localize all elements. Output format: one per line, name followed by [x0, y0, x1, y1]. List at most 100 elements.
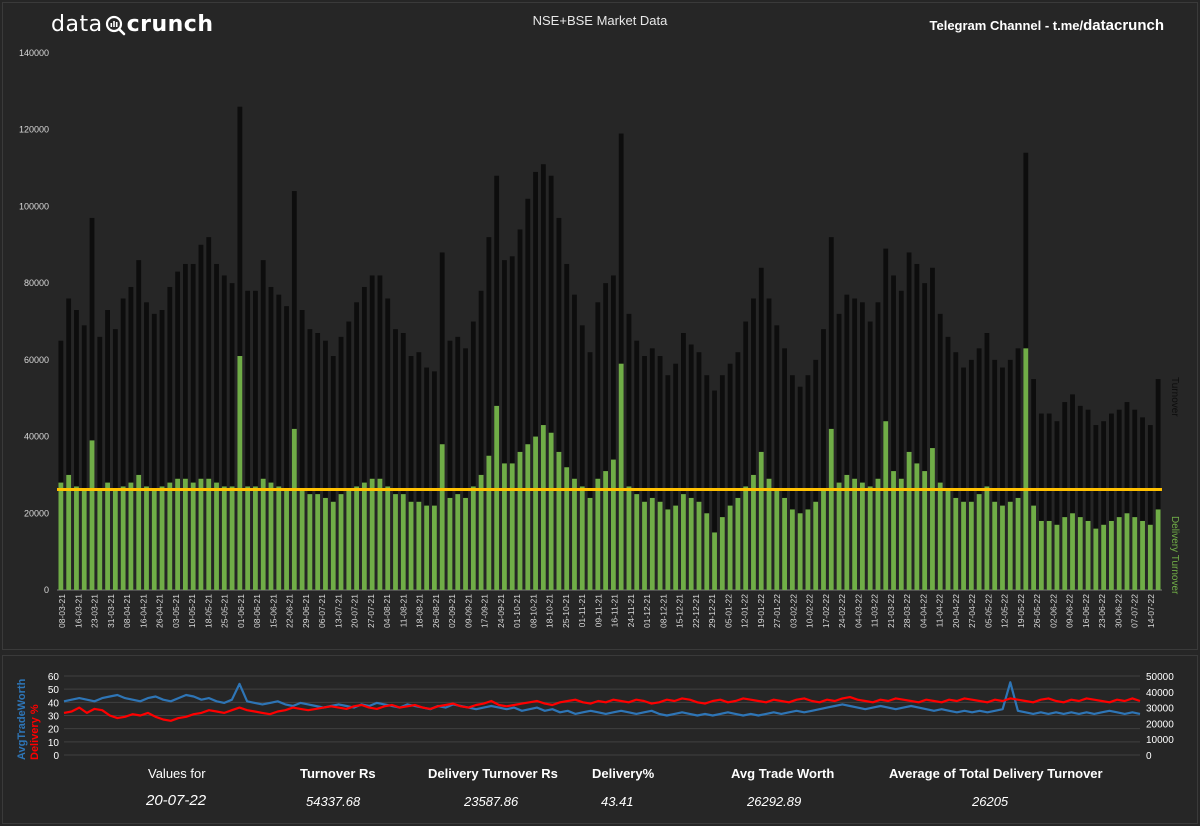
turnover-bar — [805, 375, 811, 590]
delivery-turnover-bar — [727, 505, 733, 590]
turnover-bar — [1054, 421, 1060, 590]
x-tick-label: 15-12-21 — [675, 594, 685, 628]
delivery-turnover-bar — [136, 474, 142, 590]
stat-label-avg-delivery-turnover: Average of Total Delivery Turnover — [889, 766, 1103, 781]
x-tick-label: 18-05-21 — [203, 594, 213, 628]
turnover-bar — [89, 217, 95, 590]
delivery-turnover-bar — [961, 501, 966, 590]
turnover-bar — [486, 237, 492, 591]
turnover-bar — [743, 321, 749, 590]
delivery-turnover-bar — [968, 501, 974, 590]
delivery-turnover-bar — [354, 486, 359, 590]
delivery-turnover-bar — [688, 497, 694, 590]
x-tick-label: 13-07-21 — [333, 594, 343, 628]
turnover-bar — [696, 352, 702, 590]
delivery-turnover-bar — [494, 405, 500, 590]
turnover-bar — [1038, 413, 1044, 590]
delivery-turnover-bar — [268, 482, 274, 590]
turnover-bar — [439, 252, 445, 590]
delivery-turnover-bar — [766, 478, 772, 590]
values-for-label: Values for — [148, 766, 206, 781]
turnover-bar — [610, 275, 616, 590]
x-tick-label: 19-01-22 — [756, 594, 766, 628]
delivery-turnover-bar — [937, 482, 943, 590]
delivery-turnover-bar — [898, 478, 904, 590]
delivery-turnover-bar — [128, 482, 134, 590]
x-tick-label: 24-02-22 — [837, 594, 847, 628]
x-tick-label: 19-05-22 — [1016, 594, 1026, 628]
delivery-turnover-bar — [486, 455, 492, 590]
delivery-turnover-bar — [463, 497, 468, 590]
telegram-prefix: Telegram Channel - t.me/ — [929, 18, 1084, 33]
turnover-bar — [81, 325, 87, 590]
turnover-bar — [260, 260, 266, 590]
turnover-bar — [206, 237, 212, 591]
delivery-turnover-bar — [836, 482, 842, 590]
delivery-turnover-bar — [953, 497, 959, 590]
delivery-turnover-bar — [167, 482, 173, 590]
delivery-turnover-bar — [1116, 517, 1122, 590]
delivery-turnover-bar — [284, 490, 289, 590]
turnover-bar — [789, 375, 795, 590]
delivery-turnover-bar — [852, 478, 858, 590]
x-tick-label: 08-10-21 — [528, 594, 538, 628]
delivery-turnover-bar — [307, 494, 313, 590]
delivery-turnover-bar — [782, 497, 787, 590]
delivery-turnover-bar — [579, 486, 585, 590]
turnover-bar — [229, 283, 235, 590]
turnover-bar — [572, 294, 577, 590]
delivery-turnover-bar — [564, 467, 570, 590]
delivery-turnover-bar — [1085, 520, 1091, 590]
delivery-turnover-bar — [945, 490, 951, 590]
turnover-bar — [66, 298, 72, 590]
x-tick-label: 30-06-22 — [1113, 594, 1123, 628]
y-tick-label: 140000 — [19, 48, 49, 58]
turnover-bar — [828, 237, 834, 591]
x-tick-label: 03-02-22 — [788, 594, 798, 628]
x-tick-label: 26-08-21 — [431, 594, 441, 628]
x-tick-label: 06-07-21 — [317, 594, 327, 628]
delivery-turnover-bar — [182, 478, 188, 590]
delivery-turnover-bar — [229, 486, 235, 590]
turnover-bar — [587, 352, 593, 590]
x-tick-label: 28-03-22 — [902, 594, 912, 628]
stat-label-delivery-turnover: Delivery Turnover Rs — [428, 766, 558, 781]
delivery-turnover-bar — [377, 478, 383, 590]
x-tick-label: 18-08-21 — [415, 594, 425, 628]
delivery-turnover-bar — [758, 451, 764, 590]
delivery-turnover-bar — [105, 482, 110, 590]
x-tick-label: 26-05-22 — [1032, 594, 1042, 628]
turnover-bar — [175, 271, 181, 590]
turnover-bar — [626, 313, 632, 590]
turnover-bar — [408, 356, 414, 590]
stat-value-avg-delivery-turnover: 26205 — [972, 794, 1009, 809]
delivery-turnover-bar — [735, 497, 741, 590]
telegram-handle: datacrunch — [1083, 17, 1164, 34]
turnover-bar — [167, 286, 173, 590]
x-tick-label: 20-04-22 — [951, 594, 961, 628]
delivery-turnover-bar — [906, 451, 912, 590]
delivery-turnover-bar — [120, 486, 126, 590]
delivery-turnover-bar — [587, 497, 593, 590]
delivery-turnover-bar — [260, 478, 266, 590]
y-tick-label: 40000 — [24, 432, 49, 442]
delivery-turnover-bar — [875, 478, 881, 590]
turnover-bar — [517, 229, 523, 590]
delivery-turnover-bar — [502, 463, 507, 590]
turnover-bar — [1007, 359, 1013, 590]
turnover-bar — [1109, 413, 1114, 590]
delivery-turnover-bar — [681, 494, 686, 590]
x-tick-label: 22-06-21 — [285, 594, 295, 628]
turnover-bar — [354, 302, 359, 590]
x-tick-label: 18-10-21 — [545, 594, 555, 628]
datacrunch-logo: data crunch — [51, 12, 213, 37]
turnover-bar — [299, 309, 305, 590]
delivery-turnover-bar — [1124, 513, 1130, 590]
delivery-turnover-bar — [346, 490, 352, 590]
turnover-bar — [540, 164, 546, 591]
turnover-bar — [782, 348, 787, 590]
delivery-turnover-bar — [144, 486, 149, 590]
x-tick-label: 24-09-21 — [496, 594, 506, 628]
turnover-bar — [821, 329, 826, 590]
delivery-turnover-bar — [618, 363, 624, 590]
